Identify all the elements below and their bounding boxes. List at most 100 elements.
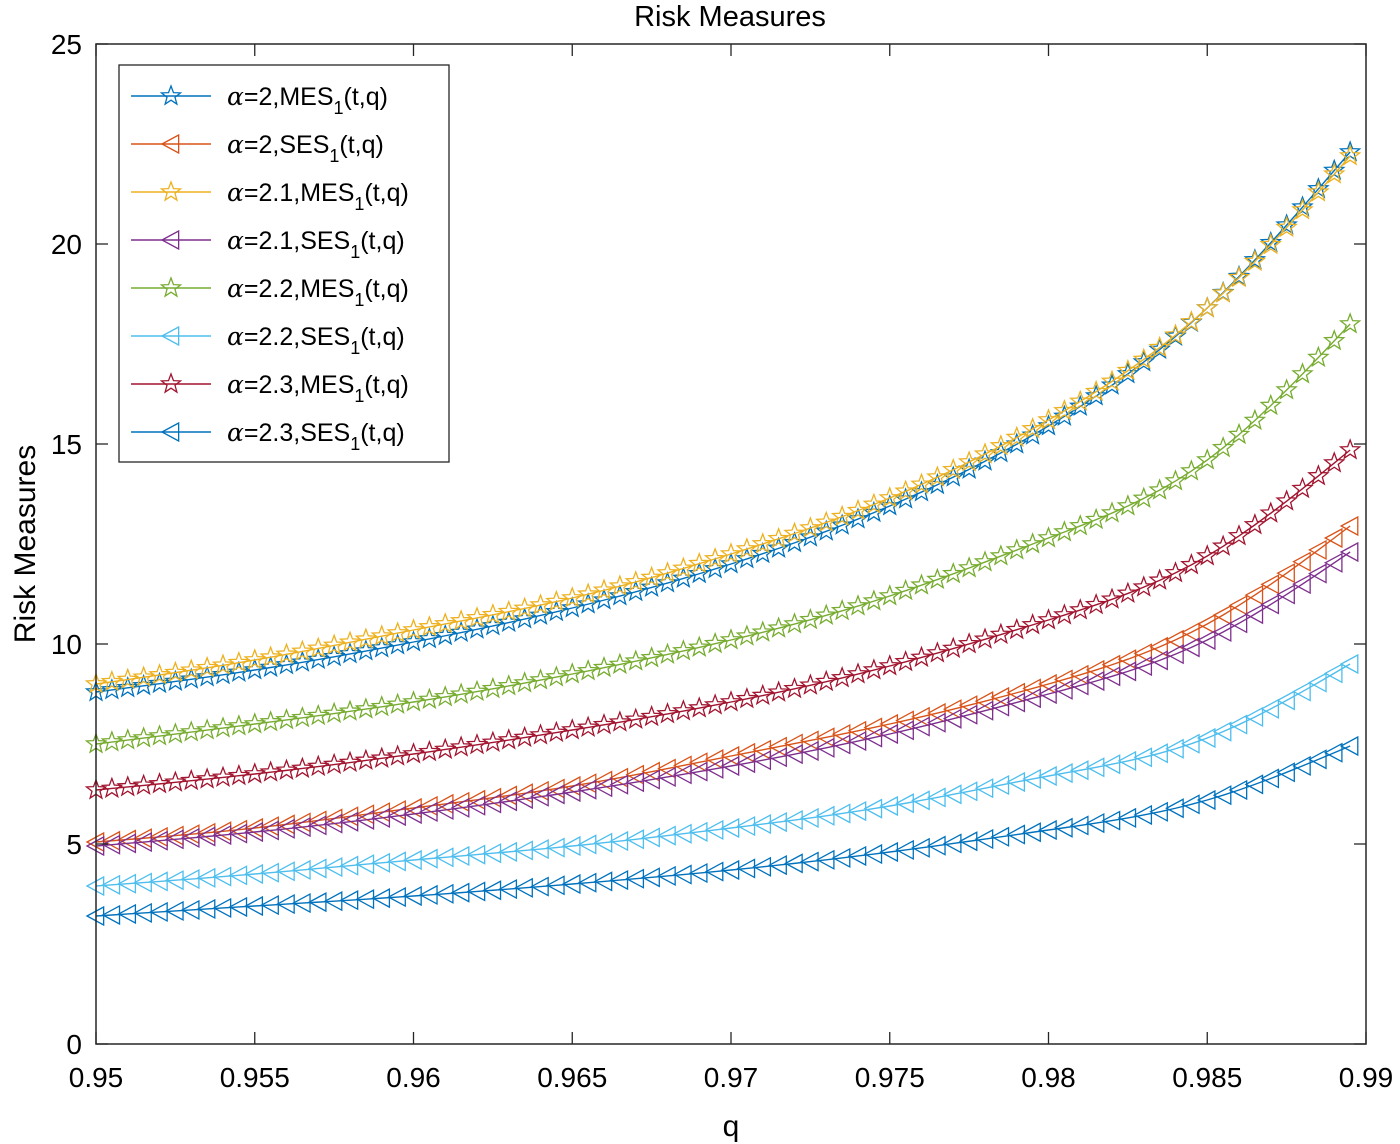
y-tick-label: 10: [51, 629, 82, 660]
data-point: [576, 592, 600, 614]
data-point: [830, 666, 854, 688]
data-point: [164, 660, 187, 683]
data-point: [990, 774, 1010, 796]
data-point: [339, 811, 359, 832]
data-point: [1069, 815, 1089, 836]
data-point: [1307, 464, 1330, 486]
data-point: [498, 791, 518, 812]
data-point: [592, 712, 616, 735]
data-point: [259, 710, 282, 732]
data-point: [767, 680, 790, 702]
data-point: [911, 716, 930, 737]
data-point: [386, 633, 409, 655]
data-point: [672, 699, 695, 721]
data-point: [799, 525, 822, 547]
legend: α=2,MES1(t,q) α=2,SES1(t,q) α=2.1,MES1(t,q…: [118, 64, 450, 463]
data-point: [577, 834, 597, 855]
data-point: [1069, 675, 1089, 696]
data-point: [529, 603, 552, 626]
data-point: [1021, 613, 1044, 635]
data-point: [720, 745, 740, 767]
data-point: [1275, 378, 1298, 400]
data-point: [830, 598, 854, 621]
legend-label: α=2.2,SES1(t,q): [227, 322, 405, 358]
data-point: [657, 865, 676, 887]
data-point: [577, 779, 597, 800]
data-point: [1243, 248, 1267, 270]
data-point: [609, 774, 629, 795]
legend-entry: α=2.1,SES1(t,q): [131, 226, 405, 262]
data-point: [1243, 513, 1267, 535]
data-point: [862, 658, 886, 680]
data-point: [1228, 779, 1248, 801]
data-point: [132, 673, 155, 696]
data-point: [1211, 534, 1235, 556]
data-point: [688, 821, 708, 842]
data-point: [1005, 538, 1029, 560]
data-point: [784, 733, 803, 754]
data-point: [1243, 408, 1267, 431]
data-point: [338, 630, 362, 652]
data-point: [165, 829, 184, 850]
data-point: [830, 513, 854, 535]
data-point: [306, 647, 330, 670]
data-point: [704, 758, 724, 779]
data-point: [895, 720, 914, 741]
data-point: [1100, 369, 1124, 391]
data-point: [624, 570, 648, 592]
data-point: [1054, 763, 1073, 784]
data-point: [1132, 575, 1156, 597]
data-point: [1164, 469, 1187, 491]
data-point: [941, 457, 965, 480]
data-point: [133, 831, 152, 853]
data-point: [260, 862, 279, 883]
data-point: [419, 848, 438, 869]
data-point: [863, 717, 883, 738]
data-point: [530, 876, 549, 897]
data-point: [1259, 501, 1283, 523]
data-point: [418, 615, 441, 637]
data-point: [529, 668, 552, 690]
data-point: [148, 671, 171, 694]
data-point: [433, 612, 457, 634]
data-point: [180, 827, 200, 849]
data-point: [673, 764, 692, 785]
data-point: [926, 465, 949, 487]
data-point: [942, 708, 962, 729]
data-point: [894, 649, 917, 672]
data-point: [815, 805, 835, 826]
data-point: [1291, 198, 1314, 220]
data-point: [751, 620, 775, 642]
data-point: [354, 697, 378, 719]
data-point: [354, 748, 378, 771]
data-point: [608, 584, 632, 606]
data-point: [1227, 264, 1251, 287]
data-point: [1038, 683, 1057, 705]
data-point: [116, 667, 140, 690]
data-point: [957, 556, 981, 578]
data-point: [1339, 653, 1359, 675]
data-point: [1323, 663, 1343, 684]
data-point: [814, 519, 838, 541]
data-point: [1101, 754, 1121, 775]
legend-entry: α=2.3,SES1(t,q): [131, 418, 405, 454]
data-point: [465, 679, 489, 702]
data-point: [1100, 501, 1124, 523]
data-point: [1133, 747, 1153, 768]
data-point: [1212, 785, 1232, 806]
series-7: [84, 438, 1362, 800]
data-point: [1117, 807, 1137, 828]
data-point: [497, 674, 521, 696]
data-point: [148, 663, 171, 685]
data-point: [767, 536, 790, 558]
x-tick-label: 0.965: [537, 1062, 607, 1093]
data-point: [450, 845, 470, 867]
data-point: [846, 594, 870, 616]
data-point: [513, 596, 536, 619]
data-point: [433, 623, 457, 646]
data-point: [783, 521, 806, 544]
data-point: [339, 855, 359, 876]
data-point: [100, 669, 124, 692]
data-point: [307, 815, 327, 836]
data-point: [957, 632, 981, 654]
